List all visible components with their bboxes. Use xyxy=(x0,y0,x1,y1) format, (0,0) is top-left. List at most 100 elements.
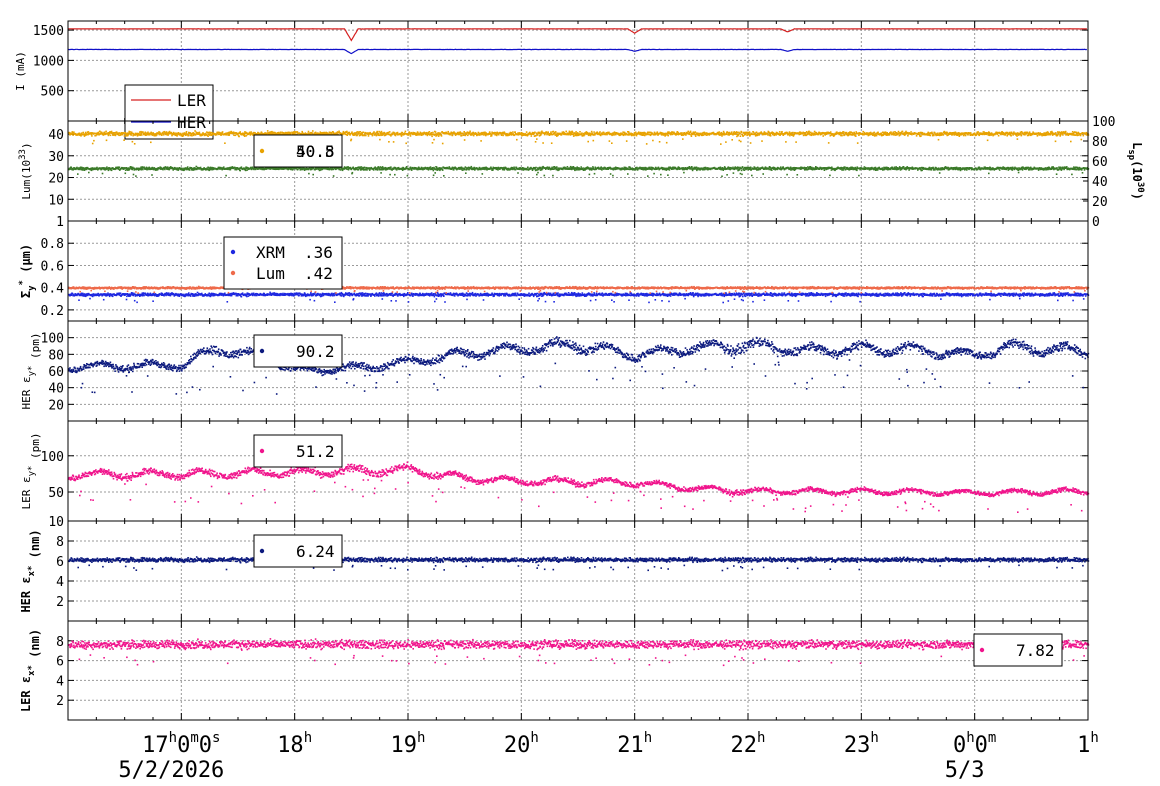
data-point xyxy=(312,174,314,176)
data-point xyxy=(483,134,485,136)
data-point xyxy=(1029,131,1031,133)
data-point xyxy=(93,140,95,142)
data-point xyxy=(405,143,407,145)
data-point xyxy=(408,134,410,136)
data-point xyxy=(150,142,152,144)
data-point xyxy=(567,166,569,168)
data-point xyxy=(388,141,390,143)
data-point xyxy=(627,173,629,175)
data-point xyxy=(125,173,127,175)
data-point xyxy=(611,135,613,137)
data-point xyxy=(723,131,725,133)
data-point xyxy=(462,169,464,171)
data-point xyxy=(574,170,576,172)
data-point xyxy=(751,175,753,177)
data-point xyxy=(812,132,814,134)
data-point xyxy=(252,134,254,136)
data-point xyxy=(970,132,972,134)
data-point xyxy=(739,133,741,135)
data-point xyxy=(435,131,437,133)
data-point xyxy=(744,169,746,171)
data-point xyxy=(536,132,538,134)
data-point xyxy=(1017,138,1019,140)
data-point xyxy=(433,170,435,172)
data-point xyxy=(491,135,493,137)
data-point xyxy=(142,169,144,171)
data-point xyxy=(238,136,240,138)
data-point xyxy=(489,131,491,133)
data-point xyxy=(229,134,231,136)
data-point xyxy=(189,169,191,171)
data-point xyxy=(73,131,75,133)
data-point xyxy=(594,173,596,175)
data-point xyxy=(432,132,434,134)
data-point xyxy=(471,166,473,168)
data-point xyxy=(102,173,104,175)
data-point xyxy=(401,135,403,137)
data-point xyxy=(987,140,989,142)
data-point xyxy=(407,175,409,177)
data-point xyxy=(402,132,404,134)
data-point xyxy=(1062,134,1064,136)
data-point xyxy=(593,140,595,142)
data-point xyxy=(902,131,904,133)
data-point xyxy=(132,141,134,143)
data-point xyxy=(721,176,723,178)
data-point xyxy=(338,131,340,133)
data-point xyxy=(441,135,443,137)
data-point xyxy=(1058,134,1060,136)
data-point xyxy=(88,131,90,133)
series-lum-0 xyxy=(68,130,1089,145)
data-point xyxy=(380,135,382,137)
data-point xyxy=(829,175,831,177)
data-point xyxy=(106,140,108,142)
data-point xyxy=(842,169,844,171)
data-point xyxy=(390,166,392,168)
data-point xyxy=(793,135,795,137)
data-point xyxy=(187,133,189,135)
data-point xyxy=(377,169,379,171)
ytick-label: 20 xyxy=(48,172,64,187)
data-point xyxy=(646,143,648,145)
data-point xyxy=(130,134,132,136)
data-point xyxy=(998,135,1000,137)
data-point xyxy=(855,131,857,133)
data-point xyxy=(526,131,528,133)
data-point xyxy=(77,173,79,175)
ytick-right-label: 80 xyxy=(1092,135,1108,150)
data-point xyxy=(361,133,363,135)
data-point xyxy=(81,132,83,134)
data-point xyxy=(176,135,178,137)
data-point xyxy=(900,134,902,136)
data-point xyxy=(96,167,98,169)
data-point xyxy=(464,169,466,171)
data-point xyxy=(593,131,595,133)
data-point xyxy=(591,131,593,133)
data-point xyxy=(885,131,887,133)
data-point xyxy=(434,172,436,174)
data-point xyxy=(608,132,610,134)
ytick-label: 1000 xyxy=(33,54,64,69)
data-point xyxy=(542,142,544,144)
data-point xyxy=(108,170,110,172)
data-point xyxy=(792,132,794,134)
data-point xyxy=(431,134,433,136)
data-point xyxy=(596,131,598,133)
data-point xyxy=(779,131,781,133)
data-point xyxy=(320,169,322,171)
data-point xyxy=(841,135,843,137)
data-point xyxy=(504,169,506,171)
data-point xyxy=(666,142,668,144)
data-point xyxy=(535,167,537,169)
data-point xyxy=(907,135,909,137)
data-point xyxy=(535,141,537,143)
data-point xyxy=(937,133,939,135)
data-point xyxy=(372,135,374,137)
data-point xyxy=(822,135,824,137)
data-point xyxy=(329,132,331,134)
data-point xyxy=(660,174,662,176)
data-point xyxy=(780,166,782,168)
data-point xyxy=(532,169,534,171)
data-point xyxy=(90,134,92,136)
data-point xyxy=(380,172,382,174)
